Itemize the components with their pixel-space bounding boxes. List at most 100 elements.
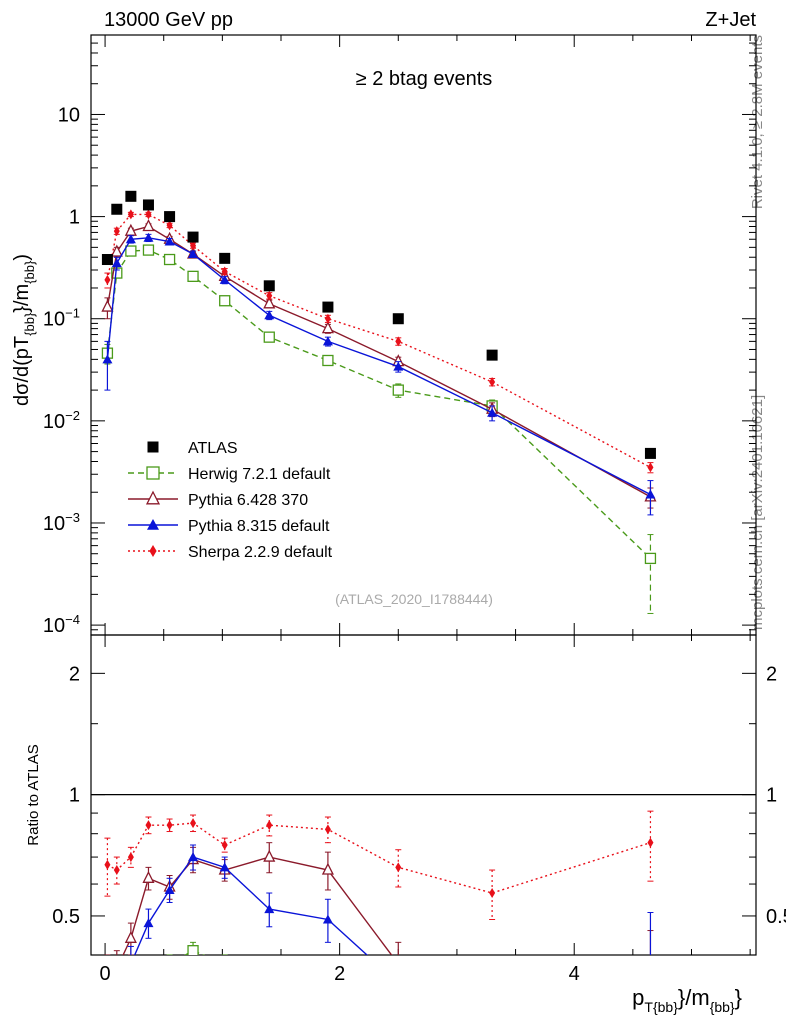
- header-energy: 13000 GeV pp: [104, 9, 233, 31]
- legend-item: Sherpa 2.2.9 default: [128, 544, 333, 561]
- marker-square: [164, 211, 176, 223]
- marker-diamond: [647, 462, 654, 473]
- marker-open-square: [126, 1006, 136, 1016]
- ratio-y-tick-label: 2: [69, 663, 80, 685]
- mcplots-label: mcplots.cern.ch [arXiv:2401.10621]: [749, 395, 766, 630]
- header-process: Z+Jet: [705, 9, 756, 31]
- series-line: [133, 856, 369, 955]
- y-tick-label: 10−1: [43, 306, 80, 331]
- x-axis-label: pT{bb}}/m{bb}}: [632, 985, 742, 1015]
- marker-square: [125, 190, 137, 202]
- marker-open-triangle: [145, 490, 161, 505]
- marker-open-triangle: [321, 321, 334, 334]
- legend-label: ATLAS: [188, 440, 238, 457]
- marker-open-triangle: [142, 870, 155, 883]
- marker-open-square: [125, 245, 137, 257]
- legend-item: ATLAS: [147, 440, 238, 457]
- marker-open-triangle: [142, 219, 155, 232]
- marker-diamond: [266, 820, 273, 831]
- legend-label: Pythia 8.315 default: [188, 518, 330, 535]
- marker-triangle: [143, 918, 154, 928]
- marker-diamond: [647, 837, 654, 848]
- ratio-y-tick-label-right: 0.5: [766, 906, 786, 928]
- marker-diamond: [127, 852, 134, 863]
- marker-square: [187, 231, 199, 243]
- marker-square: [147, 441, 159, 453]
- marker-diamond: [145, 209, 152, 220]
- marker-diamond: [104, 274, 111, 285]
- marker-open-square: [263, 331, 275, 343]
- marker-diamond: [324, 313, 331, 324]
- y-tick-label: 10−2: [43, 408, 80, 433]
- marker-triangle: [111, 258, 122, 268]
- marker-triangle: [487, 407, 498, 417]
- series-atlas: [101, 190, 656, 459]
- marker-triangle: [264, 904, 275, 914]
- y-tick-label: 10−3: [43, 510, 80, 535]
- marker-triangle: [112, 1000, 122, 1009]
- legend-label: Sherpa 2.2.9 default: [188, 544, 333, 561]
- marker-square: [111, 203, 123, 215]
- series-pythia-6-428-370: [104, 842, 655, 1009]
- series-sherpa-2-2-9-default: [104, 209, 654, 474]
- marker-diamond: [190, 240, 197, 251]
- marker-triangle: [164, 236, 175, 246]
- marker-open-triangle: [487, 999, 497, 1009]
- marker-triangle: [264, 310, 275, 320]
- marker-diamond: [221, 266, 228, 277]
- marker-open-triangle: [645, 963, 655, 973]
- marker-diamond: [113, 865, 120, 876]
- marker-square: [263, 280, 275, 292]
- chart-title: ≥ 2 btag events: [356, 68, 493, 90]
- series-line: [107, 822, 651, 894]
- marker-square: [322, 301, 334, 313]
- marker-diamond: [324, 824, 331, 835]
- marker-triangle: [219, 274, 230, 284]
- marker-triangle: [322, 336, 333, 346]
- marker-triangle: [393, 978, 403, 987]
- series-pythia-8-315-default: [112, 844, 654, 1021]
- series-line: [183, 949, 206, 955]
- legend-item: Pythia 8.315 default: [128, 518, 330, 535]
- marker-triangle: [487, 1012, 497, 1021]
- marker-triangle: [219, 862, 230, 872]
- marker-diamond: [489, 377, 496, 388]
- analysis-tag: (ATLAS_2020_I1788444): [335, 591, 493, 607]
- y-tick-label: 10−4: [43, 612, 80, 637]
- marker-open-triangle: [101, 299, 114, 312]
- marker-triangle: [650, 954, 651, 955]
- marker-triangle: [125, 234, 136, 244]
- marker-open-triangle: [110, 244, 123, 257]
- marker-open-square: [187, 945, 199, 955]
- y-tick-label: 1: [69, 207, 80, 229]
- marker-triangle: [143, 232, 154, 242]
- marker-diamond: [166, 820, 173, 831]
- marker-diamond: [149, 545, 157, 557]
- marker-diamond: [221, 839, 228, 850]
- marker-open-square: [143, 968, 153, 978]
- marker-square: [644, 447, 656, 459]
- marker-square: [486, 349, 498, 361]
- marker-open-square: [487, 989, 497, 999]
- marker-triangle: [164, 884, 175, 894]
- marker-diamond: [489, 888, 496, 899]
- marker-open-square: [644, 552, 657, 565]
- marker-open-triangle: [393, 958, 403, 968]
- y-tick-label: 10: [58, 104, 80, 126]
- series-pythia-8-315-default: [102, 232, 656, 516]
- marker-open-square: [187, 270, 199, 282]
- marker-triangle: [645, 489, 656, 499]
- marker-diamond: [145, 820, 152, 831]
- marker-square: [219, 252, 231, 264]
- marker-open-square: [146, 466, 160, 480]
- marker-triangle: [322, 914, 333, 924]
- marker-open-triangle: [321, 862, 334, 875]
- series-sherpa-2-2-9-default: [104, 810, 654, 920]
- marker-open-square: [142, 244, 155, 256]
- x-tick-label: 4: [569, 963, 580, 985]
- y-axis-label: dσ/d(pT{bb}}/m{bb}): [11, 254, 37, 406]
- marker-triangle: [188, 852, 199, 862]
- marker-open-square: [392, 384, 404, 396]
- marker-triangle: [102, 354, 113, 364]
